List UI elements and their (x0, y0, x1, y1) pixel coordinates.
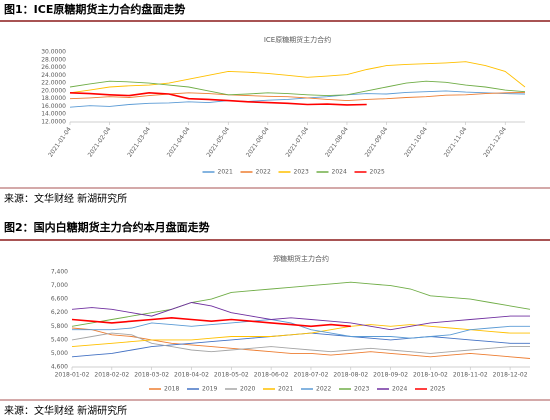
legend-label: 2021 (278, 386, 293, 393)
y-tick-label: 12.0000 (41, 119, 66, 126)
x-tick-label: 2018-09-02 (373, 372, 408, 379)
series-line (71, 327, 531, 359)
x-tick-label: 2018-12-02 (493, 372, 528, 379)
series-line (71, 324, 530, 348)
legend-label: 2022 (316, 386, 331, 393)
x-tick-label: 2021-12-04 (482, 126, 508, 159)
x-tick-label: 2021-07-04 (285, 126, 311, 159)
y-tick-label: 5,000 (51, 350, 68, 357)
x-tick-label: 2021-06-04 (245, 126, 271, 159)
series-line (71, 281, 531, 327)
x-tick-label: 2018-10-02 (413, 372, 448, 379)
series-line (71, 302, 530, 331)
figure-source: 来源：文华财经 新湖研究所 (4, 192, 127, 205)
x-tick-label: 2021-03-04 (126, 126, 152, 159)
legend-label: 2020 (240, 386, 255, 393)
y-tick-label: 20.0000 (41, 87, 66, 94)
series-line (69, 91, 367, 106)
x-tick-label: 2021-08-04 (324, 126, 350, 159)
y-tick-label: 5,400 (51, 336, 68, 343)
x-tick-label: 2021-02-04 (87, 126, 113, 159)
legend-label: 2021 (218, 169, 233, 176)
x-tick-label: 2021-05-04 (205, 126, 231, 159)
series-line (69, 90, 526, 108)
x-tick-label: 2021-10-04 (403, 126, 429, 159)
y-tick-label: 5,800 (51, 323, 68, 330)
y-tick-label: 16.0000 (41, 103, 66, 110)
y-tick-label: 28.0000 (41, 56, 66, 63)
y-tick-label: 18.0000 (41, 95, 66, 102)
figure-source: 来源：文华财经 新湖研究所 (4, 404, 127, 417)
legend-label: 2019 (202, 386, 217, 393)
x-tick-label: 2018-02-02 (94, 372, 129, 379)
legend-label: 2025 (430, 386, 445, 393)
y-tick-label: 4,600 (51, 364, 68, 371)
x-tick-label: 2018-07-02 (294, 372, 329, 379)
y-tick-label: 6,200 (51, 309, 68, 316)
series-line (71, 316, 351, 328)
legend-label: 2023 (354, 386, 369, 393)
x-tick-label: 2018-03-02 (134, 372, 169, 379)
x-tick-label: 2018-11-02 (453, 372, 488, 379)
x-tick-label: 2018-05-02 (214, 372, 249, 379)
x-tick-label: 2018-08-02 (333, 372, 368, 379)
x-tick-label: 2021-09-04 (364, 126, 390, 159)
series-line (71, 332, 530, 354)
legend-label: 2023 (294, 169, 309, 176)
x-tick-label: 2021-11-04 (443, 126, 469, 159)
x-tick-label: 2021-04-04 (166, 126, 192, 159)
y-tick-label: 22.0000 (41, 80, 66, 87)
y-tick-label: 14.0000 (41, 111, 66, 118)
x-tick-label: 2018-04-02 (174, 372, 209, 379)
y-tick-label: 6,600 (51, 296, 68, 303)
legend-label: 2024 (332, 169, 347, 176)
x-tick-label: 2018-01-02 (55, 372, 90, 379)
x-tick-label: 2018-06-02 (254, 372, 289, 379)
y-tick-label: 24.0000 (41, 72, 66, 79)
series-line (69, 61, 526, 94)
y-tick-label: 26.0000 (41, 64, 66, 71)
y-tick-label: 7,000 (51, 282, 68, 289)
y-tick-label: 7,400 (51, 269, 68, 276)
x-tick-label: 2021-01-04 (47, 126, 73, 159)
series-line (69, 91, 526, 102)
series-line (69, 80, 526, 97)
figure-caption: 图2：国内白糖期货主力合约本月盘面走势 (4, 220, 210, 234)
legend-label: 2025 (370, 169, 385, 176)
legend-label: 2018 (164, 386, 179, 393)
figure-caption: 图1：ICE原糖期货主力合约盘面走势 (4, 2, 185, 16)
legend-label: 2022 (256, 169, 271, 176)
y-tick-label: 30.0000 (41, 49, 66, 56)
legend-label: 2024 (392, 386, 407, 393)
chart-title: 郑糖期货主力合约 (273, 254, 329, 263)
series-line (72, 319, 530, 339)
chart-title: ICE原糖期货主力合约 (264, 35, 331, 44)
